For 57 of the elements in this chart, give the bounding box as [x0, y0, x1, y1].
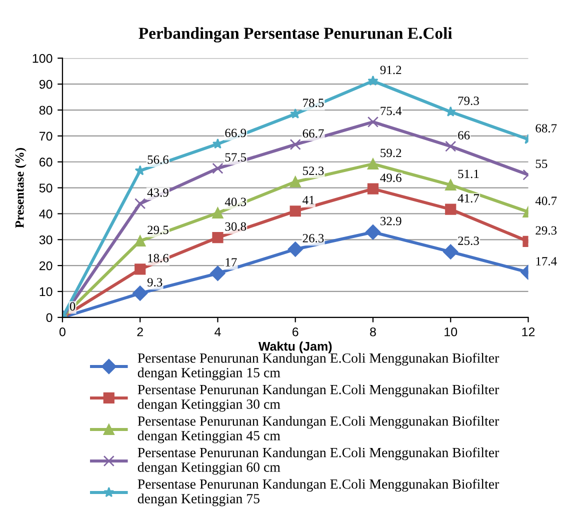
data-label: 40.3: [224, 198, 246, 206]
data-label: 66.9: [225, 128, 246, 138]
y-tick-label: 90: [39, 80, 52, 89]
data-label: 0: [70, 302, 76, 311]
x-tick-label: 6: [292, 327, 298, 336]
x-tick-label: 12: [522, 327, 535, 336]
data-label: 66: [458, 131, 470, 140]
data-label: 41: [302, 196, 314, 204]
y-axis-title: Presentase (%): [15, 148, 26, 228]
legend-label: Persentase Penurunan Kandungan E.Coli Menggunakan Biofilter dengan Ketinggian 45 cm: [138, 416, 500, 444]
data-label: 55: [536, 160, 548, 168]
y-tick-label: 80: [39, 106, 52, 115]
x-tick-label: 10: [444, 327, 458, 336]
data-label: 91.2: [380, 66, 402, 74]
x-tick-label: 4: [214, 328, 221, 336]
x-tick-label: 0: [59, 327, 66, 336]
data-label: 56.6: [148, 155, 169, 164]
data-label: 9.3: [147, 278, 162, 287]
data-label: 17: [226, 258, 237, 266]
data-label: 25.3: [458, 236, 479, 246]
y-tick-label: 20: [39, 261, 52, 270]
y-tick-label: 0: [46, 313, 52, 322]
data-label: 79.3: [458, 96, 479, 106]
data-label: 52.3: [303, 166, 324, 176]
y-tick-label: 60: [39, 158, 52, 167]
y-tick-label: 100: [32, 54, 52, 63]
data-label: 41.7: [458, 194, 480, 203]
legend-label: Persentase Penurunan Kandungan E.Coli Menggunakan Biofilter dengan Ketinggian 75: [138, 478, 500, 506]
data-label: 59.2: [380, 148, 402, 158]
data-label: 17.4: [536, 257, 557, 266]
data-label: 57.5: [225, 153, 246, 162]
x-tick-label: 2: [137, 327, 143, 336]
legend-label: Persentase Penurunan Kandungan E.Coli Menggunakan Biofilter dengan Ketinggian 30 cm: [138, 384, 500, 412]
y-tick-label: 40: [39, 210, 52, 218]
y-tick-label: 10: [40, 287, 52, 296]
y-tick-label: 50: [39, 184, 52, 192]
data-label: 26.3: [302, 234, 324, 242]
y-tick-label: 30: [39, 235, 52, 244]
x-axis-title: Waktu (Jam): [258, 342, 332, 354]
legend-label: Persentase Penurunan Kandungan E.Coli Menggunakan Biofilter dengan Ketinggian 15 cm: [138, 352, 500, 380]
data-label: 78.5: [303, 98, 324, 108]
data-label: 29.3: [536, 226, 557, 235]
data-label: 66.7: [302, 129, 324, 138]
data-label: 30.8: [225, 222, 246, 231]
x-tick-label: 8: [370, 327, 376, 336]
chart-title: Perbandingan Persentase Penurunan E.Coli: [138, 27, 452, 42]
y-tick-label: 70: [39, 132, 52, 141]
data-label: 18.6: [148, 254, 169, 262]
data-label: 68.7: [536, 124, 557, 133]
data-label: 75.4: [380, 106, 402, 116]
legend-label: Persentase Penurunan Kandungan E.Coli Menggunakan Biofilter dengan Ketinggian 60 cm: [138, 447, 500, 475]
data-label: 51.1: [458, 170, 479, 178]
data-label: 32.9: [380, 216, 402, 226]
data-label: 49.6: [380, 174, 402, 182]
data-label: 40.7: [535, 196, 557, 206]
data-label: 43.9: [147, 188, 168, 197]
data-label: 29.5: [148, 226, 168, 234]
